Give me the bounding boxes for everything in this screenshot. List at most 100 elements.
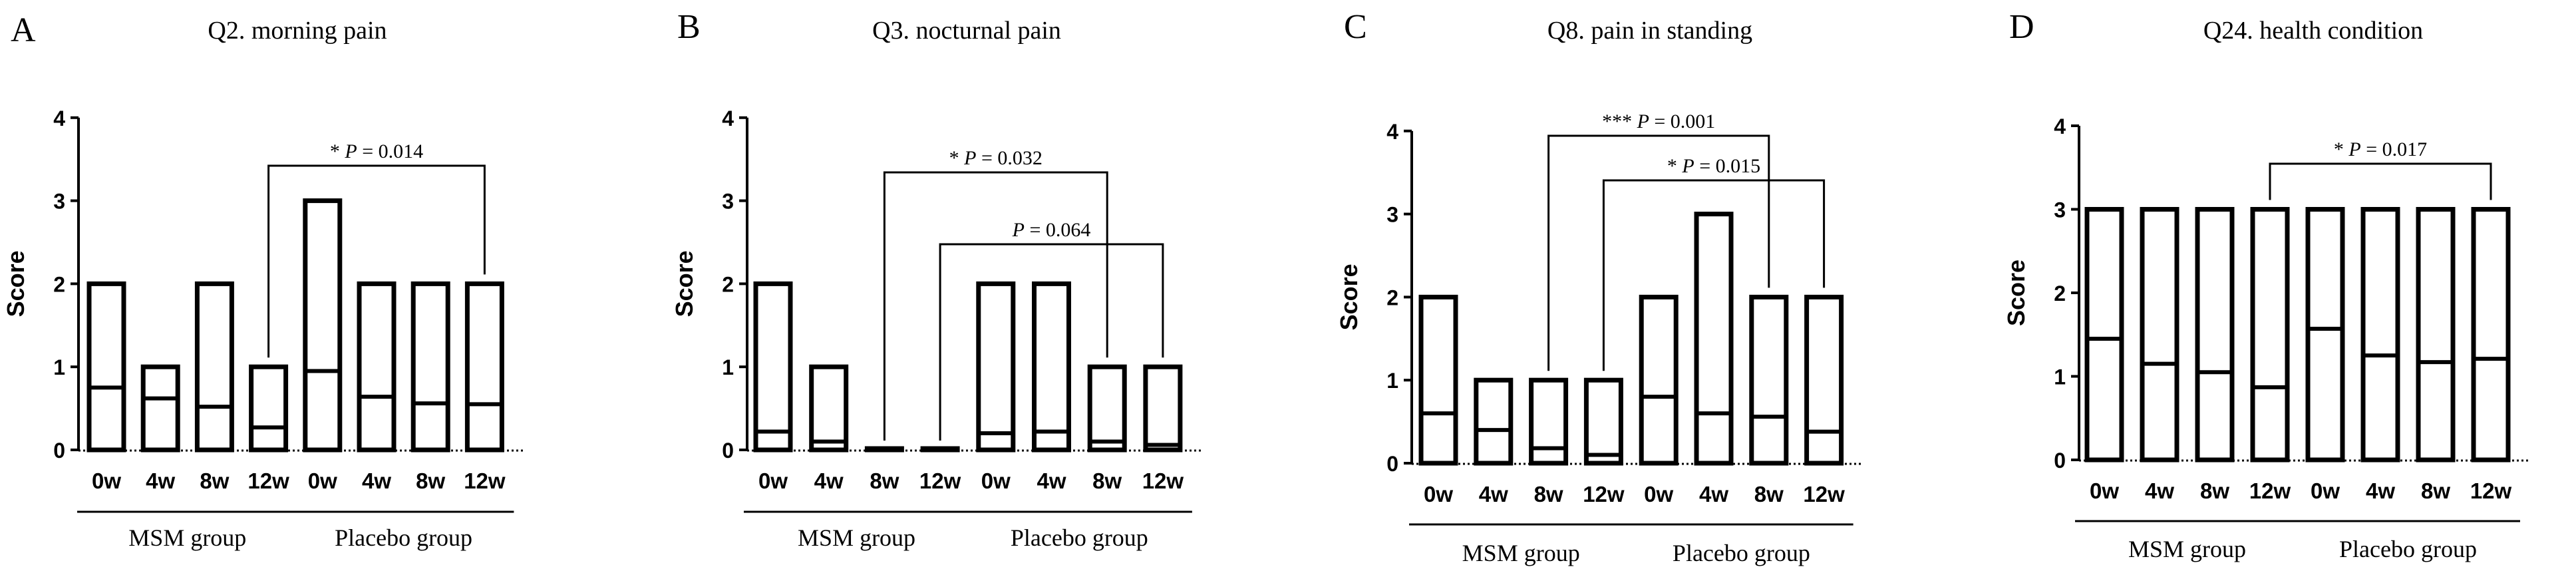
x-tick-label: 8w	[2200, 479, 2229, 503]
significance-stars: *	[1667, 155, 1683, 177]
bar	[2140, 207, 2179, 463]
bar	[1529, 377, 1569, 466]
p-symbol: P	[963, 147, 976, 169]
chart-title: Q8. pain in standing	[1547, 17, 1752, 45]
y-axis-label: Score	[671, 250, 698, 317]
bar	[809, 364, 849, 453]
panel-letter: A	[11, 11, 36, 49]
y-tick-label: 1	[2054, 365, 2066, 389]
x-tick-label: 8w	[2421, 479, 2450, 503]
bar	[249, 364, 289, 453]
significance-stars: *	[330, 140, 345, 162]
y-tick-label: 0	[53, 439, 65, 463]
y-tick-label: 3	[2054, 198, 2066, 222]
x-tick-label: 12w	[247, 469, 289, 493]
bar	[1143, 364, 1183, 453]
p-value: = 0.015	[1694, 155, 1760, 177]
chart-panel-c: C Q8. pain in standing 0 1 2 3 4 Score 0w 4w 8w 12w…	[1335, 8, 1863, 566]
bar	[1474, 377, 1514, 466]
bar	[2195, 207, 2235, 463]
y-axis-label: Score	[2, 250, 29, 317]
bar	[1749, 294, 1789, 466]
chart-panel-d: D Q24. health condition 0 1 2 3 4 Score 0w 4w 8w 12…	[2003, 8, 2529, 562]
panel-letter: D	[2009, 8, 2034, 46]
significance-bracket	[883, 171, 1108, 441]
chart-title: Q3. nocturnal pain	[872, 17, 1061, 45]
significance-bracket	[267, 164, 486, 358]
x-tick-label: 4w	[1037, 469, 1066, 493]
x-tick-label: 8w	[1754, 482, 1784, 506]
y-tick-label: 2	[53, 272, 65, 296]
y-tick-label: 0	[2054, 449, 2066, 473]
group-label: MSM group	[2128, 536, 2246, 562]
bar	[1032, 281, 1071, 453]
p-value: = 0.001	[1649, 110, 1715, 132]
significance-label: *** P = 0.001	[1602, 110, 1715, 132]
bar	[1087, 364, 1127, 453]
bar	[1583, 377, 1623, 466]
bar	[2084, 207, 2124, 463]
bar	[2471, 207, 2511, 463]
bar	[2250, 207, 2290, 463]
bar	[410, 281, 450, 453]
p-value: = 0.014	[357, 140, 423, 162]
panel-letter: B	[677, 8, 701, 46]
bar	[194, 281, 234, 453]
x-tick-label: 12w	[1803, 482, 1845, 506]
p-value: = 0.032	[977, 147, 1043, 169]
significance-stars: ***	[1602, 110, 1637, 132]
group-label: Placebo group	[2339, 536, 2477, 562]
significance-label: * P = 0.017	[2334, 138, 2427, 160]
y-tick-label: 0	[1386, 452, 1398, 476]
significance-label: P = 0.064	[1012, 219, 1091, 241]
x-tick-label: 12w	[1142, 469, 1184, 493]
bar	[86, 281, 126, 453]
significance-stars: *	[2334, 138, 2349, 160]
bar	[1804, 294, 1844, 466]
group-label: MSM group	[1462, 540, 1580, 566]
significance-label: * P = 0.014	[330, 140, 423, 162]
y-tick-label: 1	[1386, 369, 1398, 393]
p-symbol: P	[2348, 138, 2360, 160]
y-tick-label: 4	[722, 106, 734, 130]
group-label: Placebo group	[1673, 540, 1810, 566]
x-tick-label: 8w	[1534, 482, 1563, 506]
y-tick-label: 4	[2054, 114, 2066, 138]
bar	[1694, 212, 1734, 466]
bar	[976, 281, 1016, 453]
significance-label: * P = 0.032	[949, 147, 1043, 169]
x-tick-label: 0w	[1424, 482, 1453, 506]
chart-title: Q2. morning pain	[208, 17, 387, 45]
x-tick-label: 12w	[2470, 479, 2512, 503]
x-tick-label: 4w	[1479, 482, 1508, 506]
y-tick-label: 3	[722, 190, 734, 214]
x-tick-label: 4w	[146, 469, 175, 493]
y-tick-label: 4	[1386, 120, 1398, 144]
y-axis-label: Score	[1335, 264, 1363, 330]
significance-bracket	[1547, 134, 1770, 371]
p-value: = 0.017	[2361, 138, 2427, 160]
x-tick-label: 8w	[1092, 469, 1122, 493]
bar	[2305, 207, 2345, 463]
x-tick-label: 4w	[362, 469, 391, 493]
group-label: Placebo group	[335, 524, 472, 551]
p-symbol: P	[1637, 110, 1649, 132]
x-tick-label: 0w	[758, 469, 788, 493]
chart-panel-b: B Q3. nocturnal pain 0 1 2 3 4 Score 0w 4w 8w 12w 0w…	[671, 8, 1202, 551]
p-symbol: P	[344, 140, 357, 162]
x-tick-label: 8w	[416, 469, 445, 493]
chart-panel-a: A Q2. morning pain 0 1 2 3 4 Score 0w 4w 8w 12w 0w 4w…	[2, 11, 524, 551]
bar	[140, 364, 180, 453]
x-tick-label: 0w	[308, 469, 337, 493]
x-tick-label: 0w	[92, 469, 121, 493]
y-tick-label: 1	[53, 355, 65, 379]
panel-letter: C	[1344, 8, 1367, 46]
bar	[2416, 207, 2456, 463]
significance-stars: *	[949, 147, 965, 169]
bar	[753, 281, 793, 453]
y-tick-label: 2	[1386, 286, 1398, 309]
x-tick-label: 8w	[200, 469, 229, 493]
significance-bracket	[939, 243, 1164, 441]
bar	[464, 281, 504, 453]
y-tick-label: 2	[722, 272, 734, 296]
